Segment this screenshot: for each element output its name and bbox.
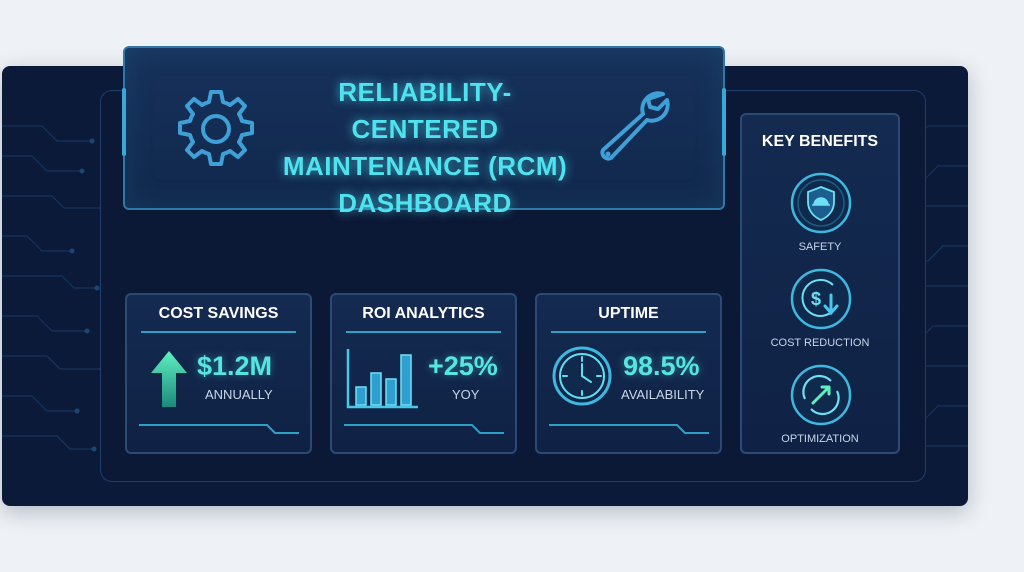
svg-text:$: $: [811, 289, 821, 309]
uptime-sub: AVAILABILITY: [621, 387, 705, 402]
roi-sub: YOY: [452, 387, 480, 402]
card-footer-line: [549, 424, 709, 434]
benefit-label: SAFETY: [798, 241, 842, 253]
optimization-arrow-icon: [790, 364, 852, 426]
cost-savings-value: $1.2M: [197, 351, 273, 381]
bar-chart-icon: [346, 349, 418, 409]
benefit-label: COST REDUCTION: [770, 337, 870, 349]
hero-accent-right: [722, 88, 726, 156]
clock-icon: [552, 346, 612, 406]
hero-accent-left: [122, 88, 126, 156]
roi-value: +25%: [428, 351, 498, 381]
benefit-safety[interactable]: SAFETY: [742, 171, 898, 267]
key-benefits-panel: KEY BENEFITS SAFETY $ COST REDUCTION: [740, 113, 900, 454]
card-footer-line: [139, 424, 299, 434]
card-uptime[interactable]: UPTIME 98.5% AVAILABILITY: [535, 293, 722, 454]
title-line-2: MAINTENANCE (RCM): [282, 151, 568, 181]
card-roi-analytics[interactable]: ROI ANALYTICS +25% YOY: [330, 293, 517, 454]
card-cost-savings[interactable]: COST SAVINGS $1.2M ANNUALLY: [125, 293, 312, 454]
benefit-label: OPTIMIZATION: [781, 433, 859, 445]
key-benefits-title: KEY BENEFITS: [761, 133, 879, 150]
card-title: ROI ANALYTICS: [362, 305, 485, 322]
arrow-up-icon: [151, 351, 187, 407]
page-title: RELIABILITY-CENTERED MAINTENANCE (RCM) D…: [265, 74, 585, 222]
shield-helmet-icon: [790, 172, 852, 234]
wrench-icon: [600, 91, 670, 161]
circuit-decoration-left: [2, 125, 105, 452]
card-divider: [346, 331, 501, 333]
cost-savings-sub: ANNUALLY: [205, 387, 273, 402]
uptime-value: 98.5%: [623, 351, 700, 381]
card-footer-line: [344, 424, 504, 434]
dollar-down-icon: $: [790, 268, 852, 330]
gear-icon: [178, 90, 254, 166]
title-line-1: RELIABILITY-CENTERED: [338, 77, 512, 144]
hero-panel: RELIABILITY-CENTERED MAINTENANCE (RCM) D…: [122, 46, 726, 218]
card-title: COST SAVINGS: [158, 305, 279, 322]
card-divider: [141, 331, 296, 333]
card-divider: [551, 331, 706, 333]
benefit-cost-reduction[interactable]: $ COST REDUCTION: [742, 267, 898, 363]
card-title: UPTIME: [598, 305, 659, 322]
benefit-optimization[interactable]: OPTIMIZATION: [742, 363, 898, 459]
title-line-3: DASHBOARD: [338, 188, 512, 218]
